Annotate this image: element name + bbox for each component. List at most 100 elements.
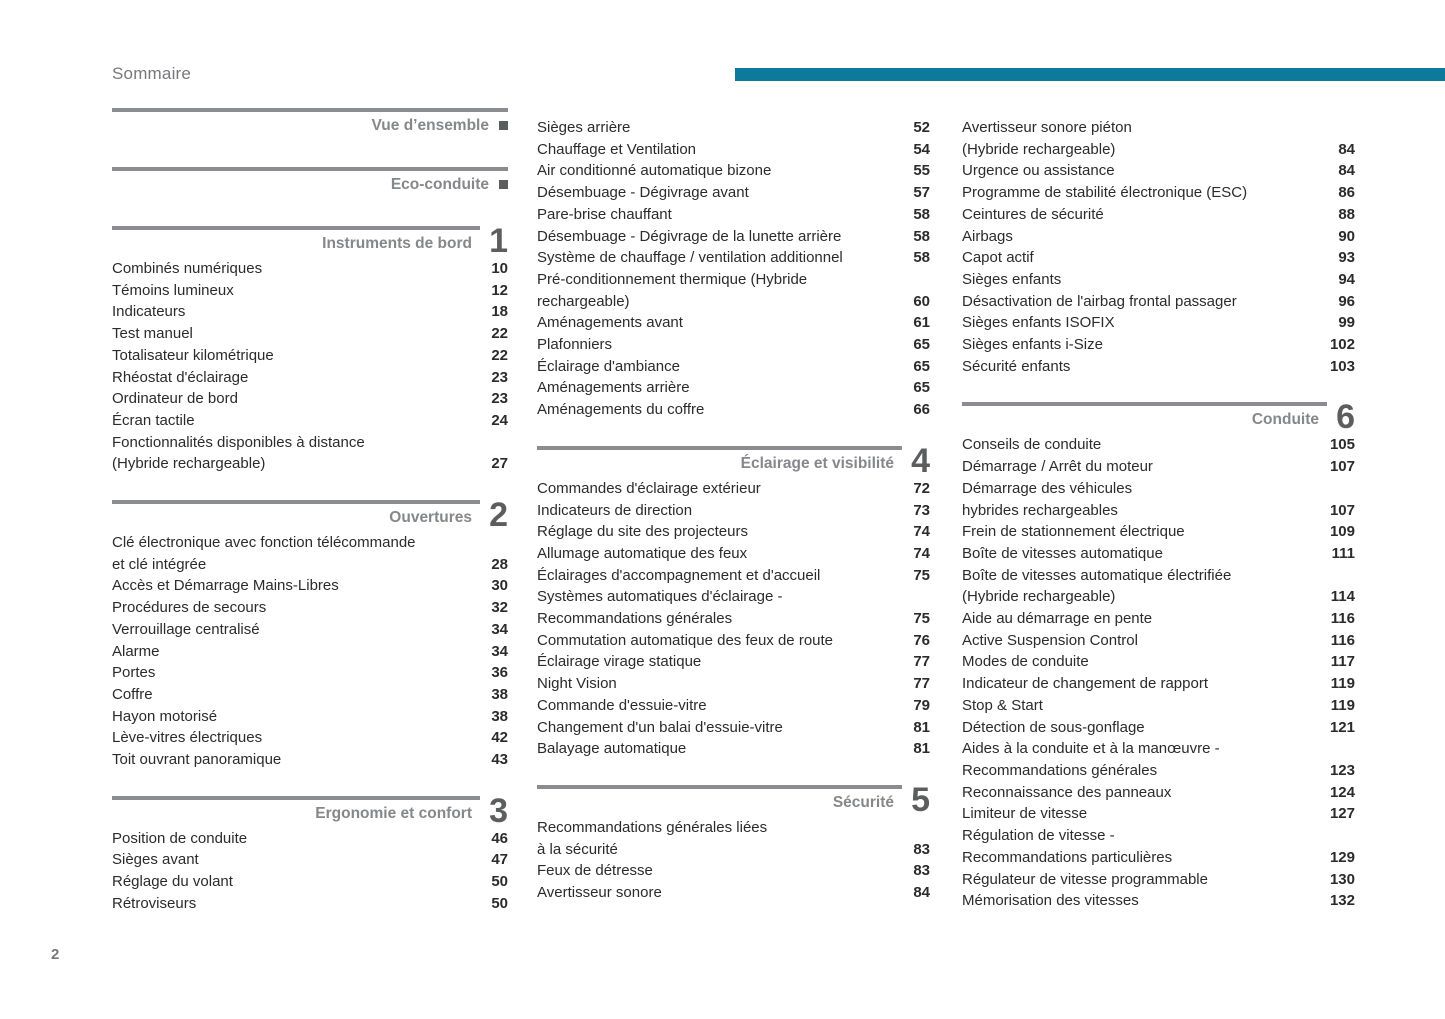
toc-entry-label: Boîte de vitesses automatique électrifié… bbox=[962, 565, 1323, 608]
toc-entry[interactable]: Systèmes automatiques d'éclairage - Recom… bbox=[537, 586, 930, 629]
toc-entry[interactable]: Combinés numériques 10 bbox=[112, 258, 508, 280]
toc-entry[interactable]: Pré-conditionnement thermique (Hybride re… bbox=[537, 269, 930, 312]
toc-entry-label: Accès et Démarrage Mains-Libres bbox=[112, 575, 483, 597]
toc-entry-label: Systèmes automatiques d'éclairage - Recom… bbox=[537, 586, 905, 629]
toc-entry[interactable]: Aménagements avant 61 bbox=[537, 312, 930, 334]
toc-entry[interactable]: Éclairages d'accompagnement et d'accueil… bbox=[537, 565, 930, 587]
toc-entry[interactable]: Accès et Démarrage Mains-Libres 30 bbox=[112, 575, 508, 597]
toc-entry-page-number: 74 bbox=[913, 523, 930, 541]
toc-entry[interactable]: Chauffage et Ventilation 54 bbox=[537, 139, 930, 161]
toc-entry[interactable]: Boîte de vitesses automatique électrifié… bbox=[962, 565, 1355, 608]
toc-entry[interactable]: Recommandations générales liées à la sécu… bbox=[537, 817, 930, 860]
toc-entry[interactable]: Air conditionné automatique bizone 55 bbox=[537, 160, 930, 182]
toc-entry[interactable]: Capot actif 93 bbox=[962, 247, 1355, 269]
toc-entry-line: Détection de sous-gonflage bbox=[962, 718, 1145, 736]
toc-entry[interactable]: Écran tactile 24 bbox=[112, 410, 508, 432]
toc-entry[interactable]: Reconnaissance des panneaux 124 bbox=[962, 782, 1355, 804]
toc-entry[interactable]: Sièges avant 47 bbox=[112, 849, 508, 871]
toc-entry[interactable]: Night Vision 77 bbox=[537, 673, 930, 695]
toc-entry[interactable]: Fonctionnalités disponibles à distance (H… bbox=[112, 432, 508, 475]
toc-entry[interactable]: Commandes d'éclairage extérieur 72 bbox=[537, 478, 930, 500]
toc-entry-page-number: 83 bbox=[913, 862, 930, 880]
toc-entry-label: Stop & Start bbox=[962, 695, 1323, 717]
toc-entry-line: Mémorisation des vitesses bbox=[962, 892, 1139, 910]
toc-entry[interactable]: Désembuage - Dégivrage de la lunette arr… bbox=[537, 226, 930, 248]
toc-entry[interactable]: Régulation de vitesse - Recommandations p… bbox=[962, 825, 1355, 868]
toc-entry[interactable]: Limiteur de vitesse 127 bbox=[962, 803, 1355, 825]
toc-entry[interactable]: Feux de détresse 83 bbox=[537, 860, 930, 882]
toc-entry[interactable]: Coffre 38 bbox=[112, 684, 508, 706]
toc-entry[interactable]: Portes 36 bbox=[112, 662, 508, 684]
toc-entry[interactable]: Programme de stabilité électronique (ESC… bbox=[962, 182, 1355, 204]
toc-entry[interactable]: Test manuel 22 bbox=[112, 323, 508, 345]
toc-entry[interactable]: Réglage du volant 50 bbox=[112, 871, 508, 893]
toc-entry-page-number: 99 bbox=[1338, 314, 1355, 332]
section-number: 1 bbox=[489, 222, 508, 260]
toc-entry[interactable]: Hayon motorisé 38 bbox=[112, 706, 508, 728]
toc-entry-page-number: 72 bbox=[913, 479, 930, 497]
toc-entry[interactable]: Airbags 90 bbox=[962, 226, 1355, 248]
toc-entry[interactable]: Éclairage virage statique 77 bbox=[537, 651, 930, 673]
toc-entry[interactable]: Démarrage des véhicules hybrides recharge… bbox=[962, 478, 1355, 521]
toc-entry[interactable]: Régulateur de vitesse programmable 130 bbox=[962, 869, 1355, 891]
toc-entry[interactable]: Sécurité enfants 103 bbox=[962, 356, 1355, 378]
toc-entry[interactable]: Pare-brise chauffant 58 bbox=[537, 204, 930, 226]
toc-entry[interactable]: Aménagements du coffre 66 bbox=[537, 399, 930, 421]
toc-entry[interactable]: Ceintures de sécurité 88 bbox=[962, 204, 1355, 226]
toc-entry[interactable]: Rhéostat d'éclairage 23 bbox=[112, 367, 508, 389]
toc-entry[interactable]: Balayage automatique 81 bbox=[537, 738, 930, 760]
toc-entry[interactable]: Désactivation de l'airbag frontal passag… bbox=[962, 291, 1355, 313]
toc-entry[interactable]: Sièges enfants ISOFIX 99 bbox=[962, 312, 1355, 334]
toc-entry[interactable]: Réglage du site des projecteurs 74 bbox=[537, 521, 930, 543]
toc-entry[interactable]: Sièges enfants 94 bbox=[962, 269, 1355, 291]
toc-entry[interactable]: Plafonniers 65 bbox=[537, 334, 930, 356]
toc-entry[interactable]: Démarrage / Arrêt du moteur 107 bbox=[962, 456, 1355, 478]
toc-entry[interactable]: Rétroviseurs 50 bbox=[112, 893, 508, 915]
toc-entry[interactable]: Changement d'un balai d'essuie-vitre 81 bbox=[537, 717, 930, 739]
toc-entry[interactable]: Urgence ou assistance 84 bbox=[962, 160, 1355, 182]
toc-entry[interactable]: Détection de sous-gonflage 121 bbox=[962, 717, 1355, 739]
toc-entry[interactable]: Aménagements arrière 65 bbox=[537, 377, 930, 399]
toc-entry[interactable]: Procédures de secours 32 bbox=[112, 597, 508, 619]
toc-entry[interactable]: Ordinateur de bord 23 bbox=[112, 388, 508, 410]
toc-entry[interactable]: Indicateur de changement de rapport 119 bbox=[962, 673, 1355, 695]
toc-entry[interactable]: Alarme 34 bbox=[112, 641, 508, 663]
toc-entry[interactable]: Aides à la conduite et à la manœuvre - Re… bbox=[962, 738, 1355, 781]
toc-entry[interactable]: Allumage automatique des feux 74 bbox=[537, 543, 930, 565]
toc-entry[interactable]: Commande d'essuie-vitre 79 bbox=[537, 695, 930, 717]
toc-entry[interactable]: Indicateurs de direction 73 bbox=[537, 500, 930, 522]
toc-entry[interactable]: Conseils de conduite 105 bbox=[962, 434, 1355, 456]
toc-entry[interactable]: Avertisseur sonore piéton (Hybride rechar… bbox=[962, 117, 1355, 160]
toc-entry[interactable]: Clé électronique avec fonction télécomma… bbox=[112, 532, 508, 575]
toc-entry[interactable]: Aide au démarrage en pente 116 bbox=[962, 608, 1355, 630]
toc-entry[interactable]: Mémorisation des vitesses 132 bbox=[962, 890, 1355, 912]
toc-entry[interactable]: Indicateurs 18 bbox=[112, 301, 508, 323]
toc-entry[interactable]: Modes de conduite 117 bbox=[962, 651, 1355, 673]
toc-entry[interactable]: Lève-vitres électriques 42 bbox=[112, 727, 508, 749]
section-number: 2 bbox=[489, 496, 508, 535]
toc-entry[interactable]: Système de chauffage / ventilation addit… bbox=[537, 247, 930, 269]
toc-entry-label: Boîte de vitesses automatique bbox=[962, 543, 1324, 565]
toc-entry[interactable]: Avertisseur sonore 84 bbox=[537, 882, 930, 904]
toc-entry[interactable]: Stop & Start 119 bbox=[962, 695, 1355, 717]
toc-entry[interactable]: Verrouillage centralisé 34 bbox=[112, 619, 508, 641]
toc-entry[interactable]: Sièges arrière 52 bbox=[537, 117, 930, 139]
section-rule bbox=[112, 167, 508, 171]
toc-entry[interactable]: Commutation automatique des feux de rout… bbox=[537, 630, 930, 652]
toc-entry[interactable]: Position de conduite 46 bbox=[112, 828, 508, 850]
toc-entry[interactable]: Boîte de vitesses automatique 111 bbox=[962, 543, 1355, 565]
toc-entry-label: Aide au démarrage en pente bbox=[962, 608, 1323, 630]
toc-entry-label: Réglage du site des projecteurs bbox=[537, 521, 905, 543]
toc-entry[interactable]: Active Suspension Control 116 bbox=[962, 630, 1355, 652]
toc-entry[interactable]: Désembuage - Dégivrage avant 57 bbox=[537, 182, 930, 204]
toc-entry[interactable]: Frein de stationnement électrique 109 bbox=[962, 521, 1355, 543]
toc-entry-label: Coffre bbox=[112, 684, 483, 706]
toc-entry-page-number: 76 bbox=[913, 631, 930, 649]
toc-entry[interactable]: Témoins lumineux 12 bbox=[112, 280, 508, 302]
toc-entry[interactable]: Totalisateur kilométrique 22 bbox=[112, 345, 508, 367]
toc-entry-page-number: 23 bbox=[491, 390, 508, 408]
section-rule bbox=[112, 795, 480, 800]
toc-entry[interactable]: Éclairage d'ambiance 65 bbox=[537, 356, 930, 378]
toc-entry[interactable]: Sièges enfants i-Size 102 bbox=[962, 334, 1355, 356]
toc-entry[interactable]: Toit ouvrant panoramique 43 bbox=[112, 749, 508, 771]
